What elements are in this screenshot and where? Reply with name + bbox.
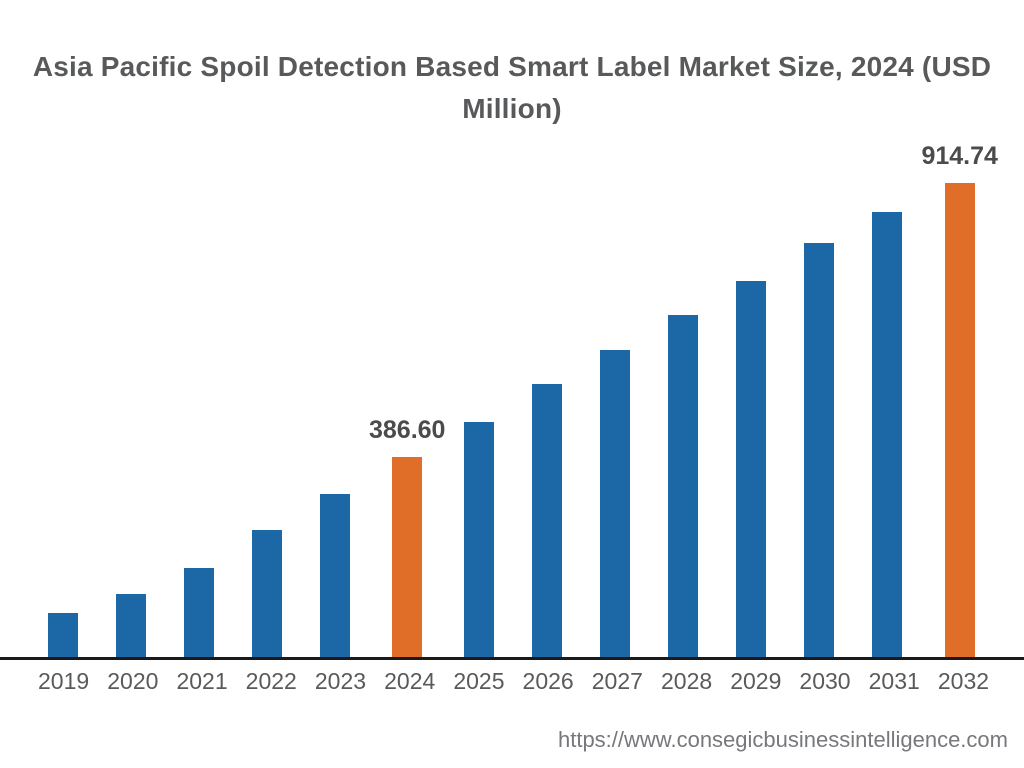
bar-column	[649, 140, 717, 657]
x-tick-label-2029: 2029	[730, 668, 782, 694]
bar-column	[97, 140, 165, 657]
bar-2023	[320, 494, 350, 657]
bar-column	[513, 140, 581, 657]
x-tick-label-2027: 2027	[591, 668, 643, 694]
bar-2020	[116, 594, 146, 657]
x-axis-line	[0, 657, 1024, 660]
bar-2030	[804, 243, 835, 657]
bar-highlighted-2032	[944, 183, 975, 657]
x-tick-label-2019: 2019	[38, 668, 90, 694]
chart-title-line1: Asia Pacific Spoil Detection Based Smart…	[32, 51, 992, 82]
x-tick-label-2030: 2030	[799, 668, 851, 694]
bar-column	[445, 140, 513, 657]
bar-value-label: 914.74	[921, 142, 998, 170]
bar-plot-area: 386.60 914.74	[29, 140, 998, 657]
bar-2022	[252, 530, 282, 657]
x-tick-label-2028: 2028	[660, 668, 713, 694]
bar-2026	[532, 384, 563, 657]
x-tick-label-2031: 2031	[868, 668, 920, 694]
chart-title: Asia Pacific Spoil Detection Based Smart…	[0, 46, 1024, 130]
chart-title-line2: Million)	[462, 93, 562, 124]
bar-2029	[736, 281, 767, 657]
bar-2025	[464, 422, 495, 657]
bar-highlighted-2024	[392, 457, 423, 657]
bar-value-label: 386.60	[369, 416, 446, 444]
bar-2021	[184, 568, 214, 657]
x-tick-label-2023: 2023	[314, 668, 367, 694]
bar-2027	[600, 350, 631, 657]
x-tick-label-2024: 2024	[384, 668, 436, 694]
source-url-link[interactable]: https://www.consegicbusinessintelligence…	[557, 727, 1008, 752]
x-axis-tick-row: 2019 2020 2021 2022 2023 2024 2025 2026 …	[29, 668, 998, 695]
bar-column	[29, 140, 97, 657]
bar-column	[717, 140, 785, 657]
bar-column	[581, 140, 649, 657]
bar-column	[165, 140, 233, 657]
bar-column	[785, 140, 853, 657]
x-tick-label-2025: 2025	[453, 668, 505, 694]
x-tick-label-2021: 2021	[176, 668, 228, 694]
bar-column: 914.74	[921, 140, 998, 657]
x-tick-label-2032: 2032	[937, 668, 990, 694]
bar-column	[233, 140, 301, 657]
bar-column: 386.60	[369, 140, 445, 657]
bar-column	[301, 140, 369, 657]
x-tick-label-2026: 2026	[522, 668, 574, 694]
bar-2031	[872, 212, 903, 657]
bar-2028	[668, 315, 699, 657]
x-tick-label-2020: 2020	[107, 668, 159, 694]
bar-column	[853, 140, 921, 657]
bar-2019	[48, 613, 78, 657]
x-tick-label-2022: 2022	[245, 668, 297, 694]
